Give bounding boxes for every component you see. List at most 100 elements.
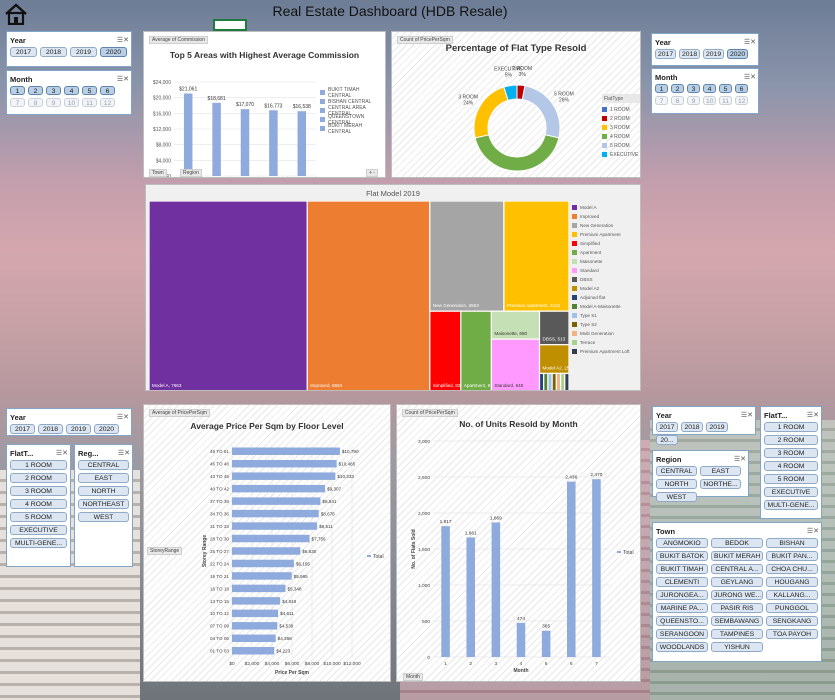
slicer-item[interactable]: PASIR RIS (711, 603, 763, 613)
slicer-item[interactable]: 2020 (100, 47, 127, 57)
commission-chart-panel[interactable]: Average of Commission Top 5 Areas with H… (143, 31, 386, 178)
clear-filter-icon[interactable]: ☰ ✕ (740, 412, 753, 419)
slicer-item[interactable]: SEMBAWANG (711, 616, 763, 626)
slicer-item[interactable]: EAST (78, 473, 129, 483)
slicer-item[interactable]: WOODLANDS (656, 642, 708, 652)
slicer-item[interactable]: 1 (655, 84, 668, 93)
slicer-item[interactable]: 2020 (94, 424, 119, 434)
slicer-item[interactable]: 1 ROOM (764, 422, 818, 432)
month-slicer[interactable]: Month ☰ ✕ 1 2 3 4 5 6 7 8 9 10 11 12 (651, 68, 759, 114)
slicer-item[interactable]: EXECUTIVE (10, 525, 67, 535)
slicer-item[interactable]: 10 (64, 98, 79, 107)
field-tag[interactable]: Average of PricePerSqm (149, 409, 210, 417)
slicer-item[interactable]: 2020 (727, 49, 748, 59)
slicer-item[interactable]: QUEENSTO... (656, 616, 708, 626)
clear-filter-icon[interactable]: ☰ ✕ (55, 450, 68, 457)
slicer-item[interactable]: 3 ROOM (10, 486, 67, 496)
slicer-item[interactable]: ANGMOKIO (656, 538, 708, 548)
clear-filter-icon[interactable]: ☰ ✕ (116, 414, 129, 421)
slicer-item[interactable]: 5 ROOM (10, 512, 67, 522)
price-floor-chart-panel[interactable]: Average of PricePerSqm Average Price Per… (143, 404, 391, 682)
field-tag[interactable]: Average of Commission (149, 36, 208, 44)
flat-type-slicer[interactable]: FlatT... ☰ ✕ 1 ROOM 2 ROOM 3 ROOM 4 ROOM 5 ROO… (6, 444, 71, 567)
slicer-item[interactable]: 5 ROOM (764, 474, 818, 484)
slicer-item[interactable]: KALLANG... (766, 590, 818, 600)
slicer-item[interactable]: 8 (28, 98, 43, 107)
slicer-item[interactable]: 4 ROOM (764, 461, 818, 471)
slicer-item[interactable]: SERANGOON (656, 629, 708, 639)
slicer-item[interactable]: TOA PAYOH (766, 629, 818, 639)
slicer-item[interactable]: 4 (64, 86, 79, 95)
region-filter-tag[interactable]: Region (180, 169, 202, 177)
town-slicer[interactable]: Town ☰ ✕ ANGMOKIO BEDOK BISHAN BUKIT BATOK BUK… (652, 522, 822, 662)
slicer-item[interactable]: BEDOK (711, 538, 763, 548)
year-slicer[interactable]: Year ☰ ✕ 2017 2018 2019 2020 (6, 31, 132, 67)
field-tag[interactable]: Count of PricePerSqm (402, 409, 458, 417)
slicer-item[interactable]: 20... (656, 435, 678, 445)
slicer-item[interactable]: WEST (78, 512, 129, 522)
slicer-item[interactable]: JURONG WE... (711, 590, 763, 600)
flat-model-chart-panel[interactable]: Flat Model 2019 Model A, 7663 Improved, 5… (145, 184, 641, 391)
clear-filter-icon[interactable]: ☰ ✕ (117, 450, 130, 457)
slicer-item[interactable]: 2018 (681, 422, 703, 432)
slicer-item[interactable]: NORTH (78, 486, 129, 496)
slicer-item[interactable]: BUKIT TIMAH (656, 564, 708, 574)
region-slicer[interactable]: Region ☰ ✕ CENTRAL EAST NORTH NORTHE... WEST (652, 450, 749, 502)
slicer-item[interactable]: 2 (671, 84, 684, 93)
slicer-item[interactable]: MULTI-GENE... (764, 500, 818, 510)
slicer-item[interactable]: 6 (100, 86, 115, 95)
town-filter-tag[interactable]: Town (149, 169, 167, 177)
slicer-item[interactable]: CENTRAL A... (711, 564, 763, 574)
slicer-item[interactable]: PUNGGOL (766, 603, 818, 613)
field-tag[interactable]: Count of PricePerSqm (397, 36, 453, 44)
slicer-item[interactable]: CENTRAL (656, 466, 697, 476)
slicer-item[interactable]: 2019 (66, 424, 91, 434)
slicer-item[interactable]: 2018 (38, 424, 63, 434)
slicer-item[interactable]: 7 (10, 98, 25, 107)
storey-range-filter-tag[interactable]: StoreyRange (147, 547, 183, 555)
home-icon[interactable] (4, 3, 28, 25)
slicer-item[interactable]: 2 ROOM (10, 473, 67, 483)
slicer-item[interactable]: BUKIT BATOK (656, 551, 708, 561)
slicer-item[interactable]: 9 (46, 98, 61, 107)
slicer-item[interactable]: 2017 (10, 424, 35, 434)
month-slicer[interactable]: Month ☰ ✕ 1 2 3 4 5 6 7 8 9 10 11 12 (6, 70, 132, 115)
clear-filter-icon[interactable]: ☰ ✕ (806, 412, 819, 419)
selected-cell[interactable] (213, 19, 247, 31)
slicer-item[interactable]: BUKIT MERAH (711, 551, 763, 561)
slicer-item[interactable]: 2017 (10, 47, 37, 57)
slicer-item[interactable]: NORTHEAST (78, 499, 129, 509)
slicer-item[interactable]: EAST (700, 466, 741, 476)
slicer-item[interactable]: CLEMENTI (656, 577, 708, 587)
slicer-item[interactable]: 2017 (656, 422, 678, 432)
slicer-item[interactable]: 5 (719, 84, 732, 93)
slicer-item[interactable]: 6 (735, 84, 748, 93)
clear-filter-icon[interactable]: ☰ ✕ (806, 528, 819, 535)
clear-filter-icon[interactable]: ☰ ✕ (733, 456, 746, 463)
slicer-item[interactable]: 5 (82, 86, 97, 95)
slicer-item[interactable]: 8 (671, 96, 684, 105)
slicer-item[interactable]: 2017 (655, 49, 676, 59)
slicer-item[interactable]: HOUGANG (766, 577, 818, 587)
scroll-buttons[interactable]: + - (366, 169, 378, 177)
units-month-chart-panel[interactable]: Count of PricePerSqm No. of Units Resold… (396, 404, 641, 682)
slicer-item[interactable]: 11 (82, 98, 97, 107)
slicer-item[interactable]: BUKIT PAN... (766, 551, 818, 561)
slicer-item[interactable]: 3 (687, 84, 700, 93)
slicer-item[interactable]: 10 (703, 96, 716, 105)
clear-filter-icon[interactable]: ☰ ✕ (116, 76, 129, 83)
slicer-item[interactable]: 1 (10, 86, 25, 95)
flat-type-chart-panel[interactable]: Count of PricePerSqm Percentage of Flat … (391, 31, 641, 178)
slicer-item[interactable]: 3 ROOM (764, 448, 818, 458)
slicer-item[interactable]: MULTI-GENE... (10, 538, 67, 548)
clear-filter-icon[interactable]: ☰ ✕ (116, 37, 129, 44)
slicer-item[interactable]: CHOA CHU... (766, 564, 818, 574)
slicer-item[interactable]: 2 (28, 86, 43, 95)
slicer-item[interactable]: MARINE PA... (656, 603, 708, 613)
slicer-item[interactable]: 12 (100, 98, 115, 107)
year-slicer[interactable]: Year ☰ ✕ 2017 2018 2019 20... (652, 406, 756, 445)
slicer-item[interactable]: 2018 (40, 47, 67, 57)
slicer-item[interactable]: 2019 (70, 47, 97, 57)
slicer-item[interactable]: YISHUN (711, 642, 763, 652)
slicer-item[interactable]: GEYLANG (711, 577, 763, 587)
